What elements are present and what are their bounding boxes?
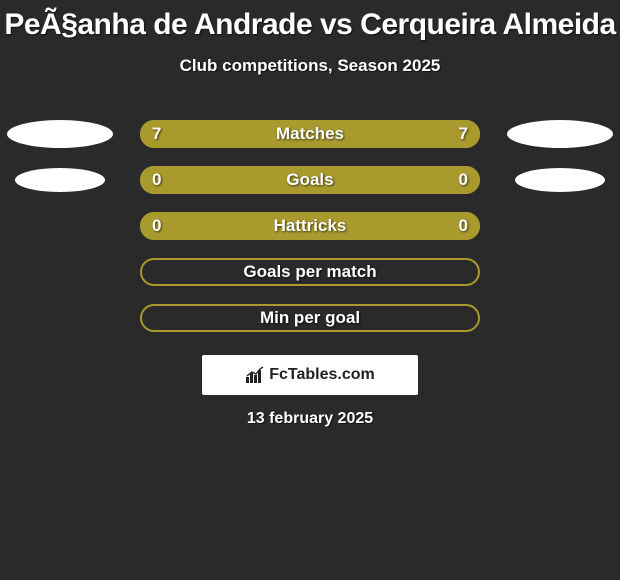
stat-bar: Goals00 bbox=[140, 166, 480, 194]
bar-fill-right bbox=[310, 212, 480, 240]
bar-outline bbox=[140, 304, 480, 332]
stat-row: Min per goal bbox=[0, 295, 620, 341]
stat-bar: Hattricks00 bbox=[140, 212, 480, 240]
stat-row: Hattricks00 bbox=[0, 203, 620, 249]
bar-fill-left bbox=[140, 120, 310, 148]
stats-section: Matches77 Goals00 Hattricks00 Goals per mat… bbox=[0, 111, 620, 341]
brand-text: FcTables.com bbox=[269, 366, 375, 384]
player-blob-right bbox=[507, 120, 613, 148]
player-blob-left bbox=[15, 168, 105, 192]
stat-bar: Min per goal bbox=[140, 304, 480, 332]
stat-row: Goals per match bbox=[0, 249, 620, 295]
bar-outline bbox=[140, 258, 480, 286]
player-blob-right bbox=[515, 168, 605, 192]
bar-fill-left bbox=[140, 212, 310, 240]
subtitle: Club competitions, Season 2025 bbox=[0, 56, 620, 76]
date-text: 13 february 2025 bbox=[0, 410, 620, 428]
bar-fill-right bbox=[310, 166, 480, 194]
bar-fill-left bbox=[140, 166, 310, 194]
brand-box[interactable]: FcTables.com bbox=[202, 355, 418, 395]
bars-icon bbox=[245, 366, 265, 384]
comparison-card: PeÃ§anha de Andrade vs Cerqueira Almeida… bbox=[0, 0, 620, 580]
stat-bar: Matches77 bbox=[140, 120, 480, 148]
player-blob-left bbox=[7, 120, 113, 148]
page-title: PeÃ§anha de Andrade vs Cerqueira Almeida bbox=[0, 0, 620, 42]
bar-fill-right bbox=[310, 120, 480, 148]
stat-bar: Goals per match bbox=[140, 258, 480, 286]
